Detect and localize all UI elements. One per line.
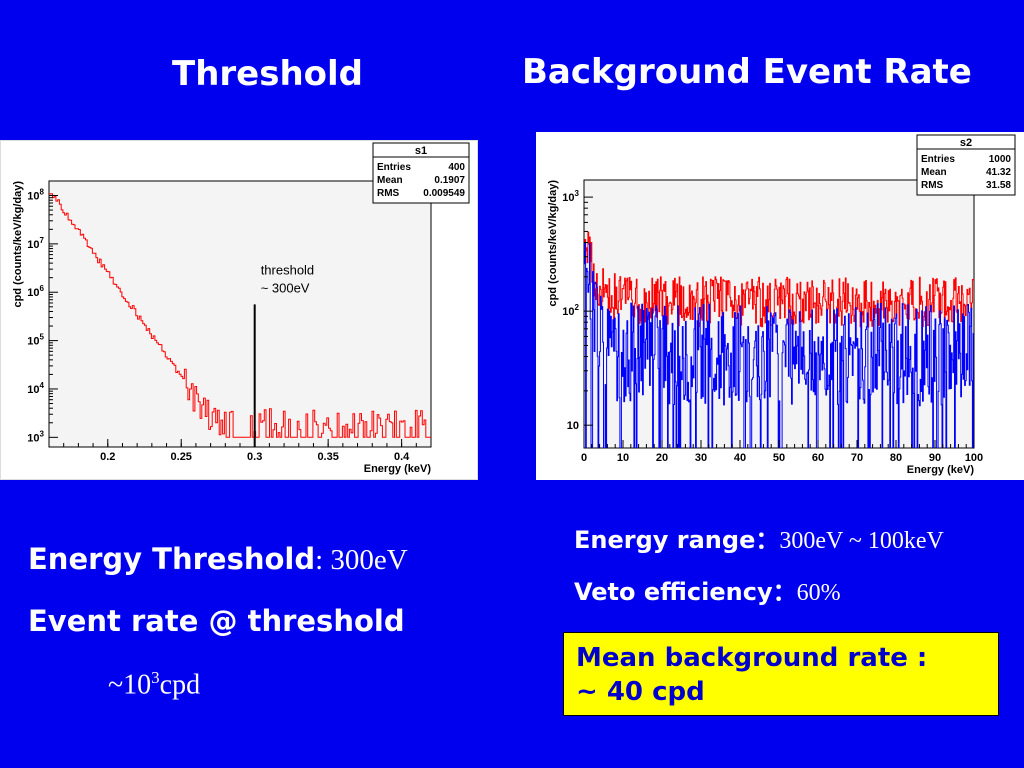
event-rate-suffix: cpd <box>159 669 201 701</box>
y-tick-label: 105 <box>27 333 44 348</box>
y-axis-label: cpd (counts/keV/kg/day) <box>12 181 24 308</box>
veto-efficiency-value: 60% <box>796 580 841 606</box>
y-tick-label: 102 <box>562 303 579 318</box>
threshold-plot: threshold ~ 300eV 0.2 0.25 0.3 0.35 0.4 103 104 1… <box>12 142 470 475</box>
energy-range-line: Energy range：300eV ~ 100keV <box>574 520 944 555</box>
event-rate-exponent: 3 <box>151 668 160 687</box>
stats-key: RMS <box>377 188 400 199</box>
mean-background-rate-box: Mean background rate : ~ 40 cpd <box>563 632 999 716</box>
energy-threshold-value: : 300eV <box>315 544 408 576</box>
threshold-annotation-line1: threshold <box>261 262 314 277</box>
veto-efficiency-line: Veto efficiency：60% <box>574 572 841 607</box>
stats-value: 41.32 <box>986 167 1011 178</box>
mean-background-rate-line2: ~ 40 cpd <box>576 677 705 707</box>
series-group <box>584 231 974 448</box>
stats-title: s1 <box>415 145 427 157</box>
x-axis-label: Energy (keV) <box>907 464 975 476</box>
stats-key: Mean <box>377 175 403 186</box>
title-background-event-rate: Background Event Rate <box>522 52 972 92</box>
series-line-2 <box>584 242 974 448</box>
x-tick-label: 0.3 <box>247 451 262 463</box>
mean-background-rate-line1: Mean background rate : <box>576 643 928 673</box>
x-tick-label: 100 <box>965 452 983 464</box>
threshold-annotation-line2: ~ 300eV <box>261 280 310 295</box>
x-tick-label: 60 <box>812 452 824 464</box>
stats-key: Entries <box>377 162 411 173</box>
background-rate-plot: 0 10 20 30 40 50 60 70 80 90 100 10 102 103 Energy (ke… <box>547 134 1016 476</box>
x-tick-label: 80 <box>890 452 902 464</box>
energy-range-label: Energy range <box>574 526 756 554</box>
veto-efficiency-label: Veto efficiency <box>574 578 773 606</box>
event-rate-prefix: ~10 <box>108 669 152 701</box>
energy-range-sep: ： <box>755 526 780 554</box>
stats-value: 31.58 <box>986 180 1011 191</box>
event-rate-value: ~103cpd <box>108 668 200 701</box>
event-rate-line: Event rate @ threshold <box>28 604 405 638</box>
x-tick-label: 40 <box>734 452 746 464</box>
x-tick-label: 90 <box>929 452 941 464</box>
x-tick-label: 0.4 <box>394 451 410 463</box>
y-tick-label: 106 <box>27 284 44 299</box>
stats-value: 0.009549 <box>423 188 465 199</box>
x-tick-label: 50 <box>773 452 785 464</box>
energy-range-value: 300eV ~ 100keV <box>779 528 944 554</box>
stats-key: Entries <box>921 154 955 165</box>
y-tick-label: 10 <box>567 420 579 432</box>
stats-value: 400 <box>448 162 465 173</box>
y-tick-label: 103 <box>27 429 44 444</box>
y-tick-label: 104 <box>27 381 44 396</box>
x-tick-label: 0.25 <box>171 451 192 463</box>
y-tick-label: 107 <box>27 236 44 251</box>
threshold-plot-panel: threshold ~ 300eV 0.2 0.25 0.3 0.35 0.4 103 104 1… <box>0 140 478 480</box>
energy-threshold-label: Energy Threshold <box>28 542 316 576</box>
background-rate-plot-panel: 0 10 20 30 40 50 60 70 80 90 100 10 102 103 Energy (ke… <box>536 132 1024 480</box>
y-tick-label: 103 <box>562 189 579 204</box>
x-tick-label: 10 <box>617 452 629 464</box>
x-tick-label: 0.35 <box>317 451 338 463</box>
x-tick-label: 30 <box>695 452 707 464</box>
x-tick-label: 0 <box>581 452 587 464</box>
stats-box <box>372 142 470 204</box>
stats-box <box>916 134 1016 196</box>
title-threshold: Threshold <box>172 54 364 94</box>
x-axis-label: Energy (keV) <box>364 463 432 475</box>
veto-efficiency-sep: ： <box>772 578 797 606</box>
stats-key: RMS <box>921 180 944 191</box>
energy-threshold-line: Energy Threshold: 300eV <box>28 542 408 577</box>
stats-value: 0.1907 <box>434 175 465 186</box>
series-line-1 <box>49 193 431 438</box>
plot-area <box>48 180 432 448</box>
stats-title: s2 <box>960 137 972 149</box>
y-axis-label: cpd (counts/keV/kg/day) <box>547 180 559 307</box>
series-group <box>49 193 431 438</box>
stats-value: 1000 <box>989 154 1012 165</box>
stats-key: Mean <box>921 167 947 178</box>
x-tick-label: 20 <box>656 452 668 464</box>
y-tick-label: 108 <box>27 188 44 203</box>
x-tick-label: 70 <box>851 452 863 464</box>
x-tick-label: 0.2 <box>100 451 115 463</box>
